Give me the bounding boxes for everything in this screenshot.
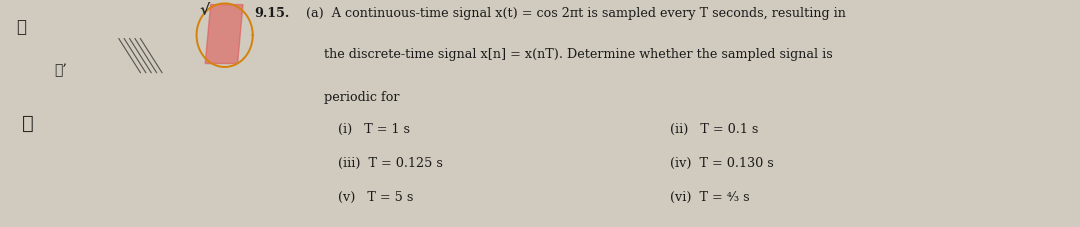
Text: (iv)  T = 0.130 s: (iv) T = 0.130 s: [670, 157, 773, 170]
Text: 9.15.: 9.15.: [254, 7, 289, 20]
Text: the discrete-time signal x[n] = x(nT). Determine whether the sampled signal is: the discrete-time signal x[n] = x(nT). D…: [324, 48, 833, 61]
Text: (ii)   T = 0.1 s: (ii) T = 0.1 s: [670, 123, 758, 136]
Text: (vi)  T = ⁴⁄₃ s: (vi) T = ⁴⁄₃ s: [670, 191, 750, 204]
Text: ر: ر: [16, 18, 26, 36]
Text: (a)  A continuous-time signal x(t) = cos 2πt is sampled every T seconds, resulti: (a) A continuous-time signal x(t) = cos …: [306, 7, 846, 20]
Text: س: س: [22, 114, 33, 133]
Polygon shape: [205, 5, 243, 64]
Text: (i)   T = 1 s: (i) T = 1 s: [338, 123, 410, 136]
Text: (v)   T = 5 s: (v) T = 5 s: [338, 191, 414, 204]
Text: (iii)  T = 0.125 s: (iii) T = 0.125 s: [338, 157, 443, 170]
Text: √: √: [200, 2, 210, 17]
Text: periodic for: periodic for: [324, 91, 400, 104]
Text: ذʼ: ذʼ: [54, 64, 67, 78]
